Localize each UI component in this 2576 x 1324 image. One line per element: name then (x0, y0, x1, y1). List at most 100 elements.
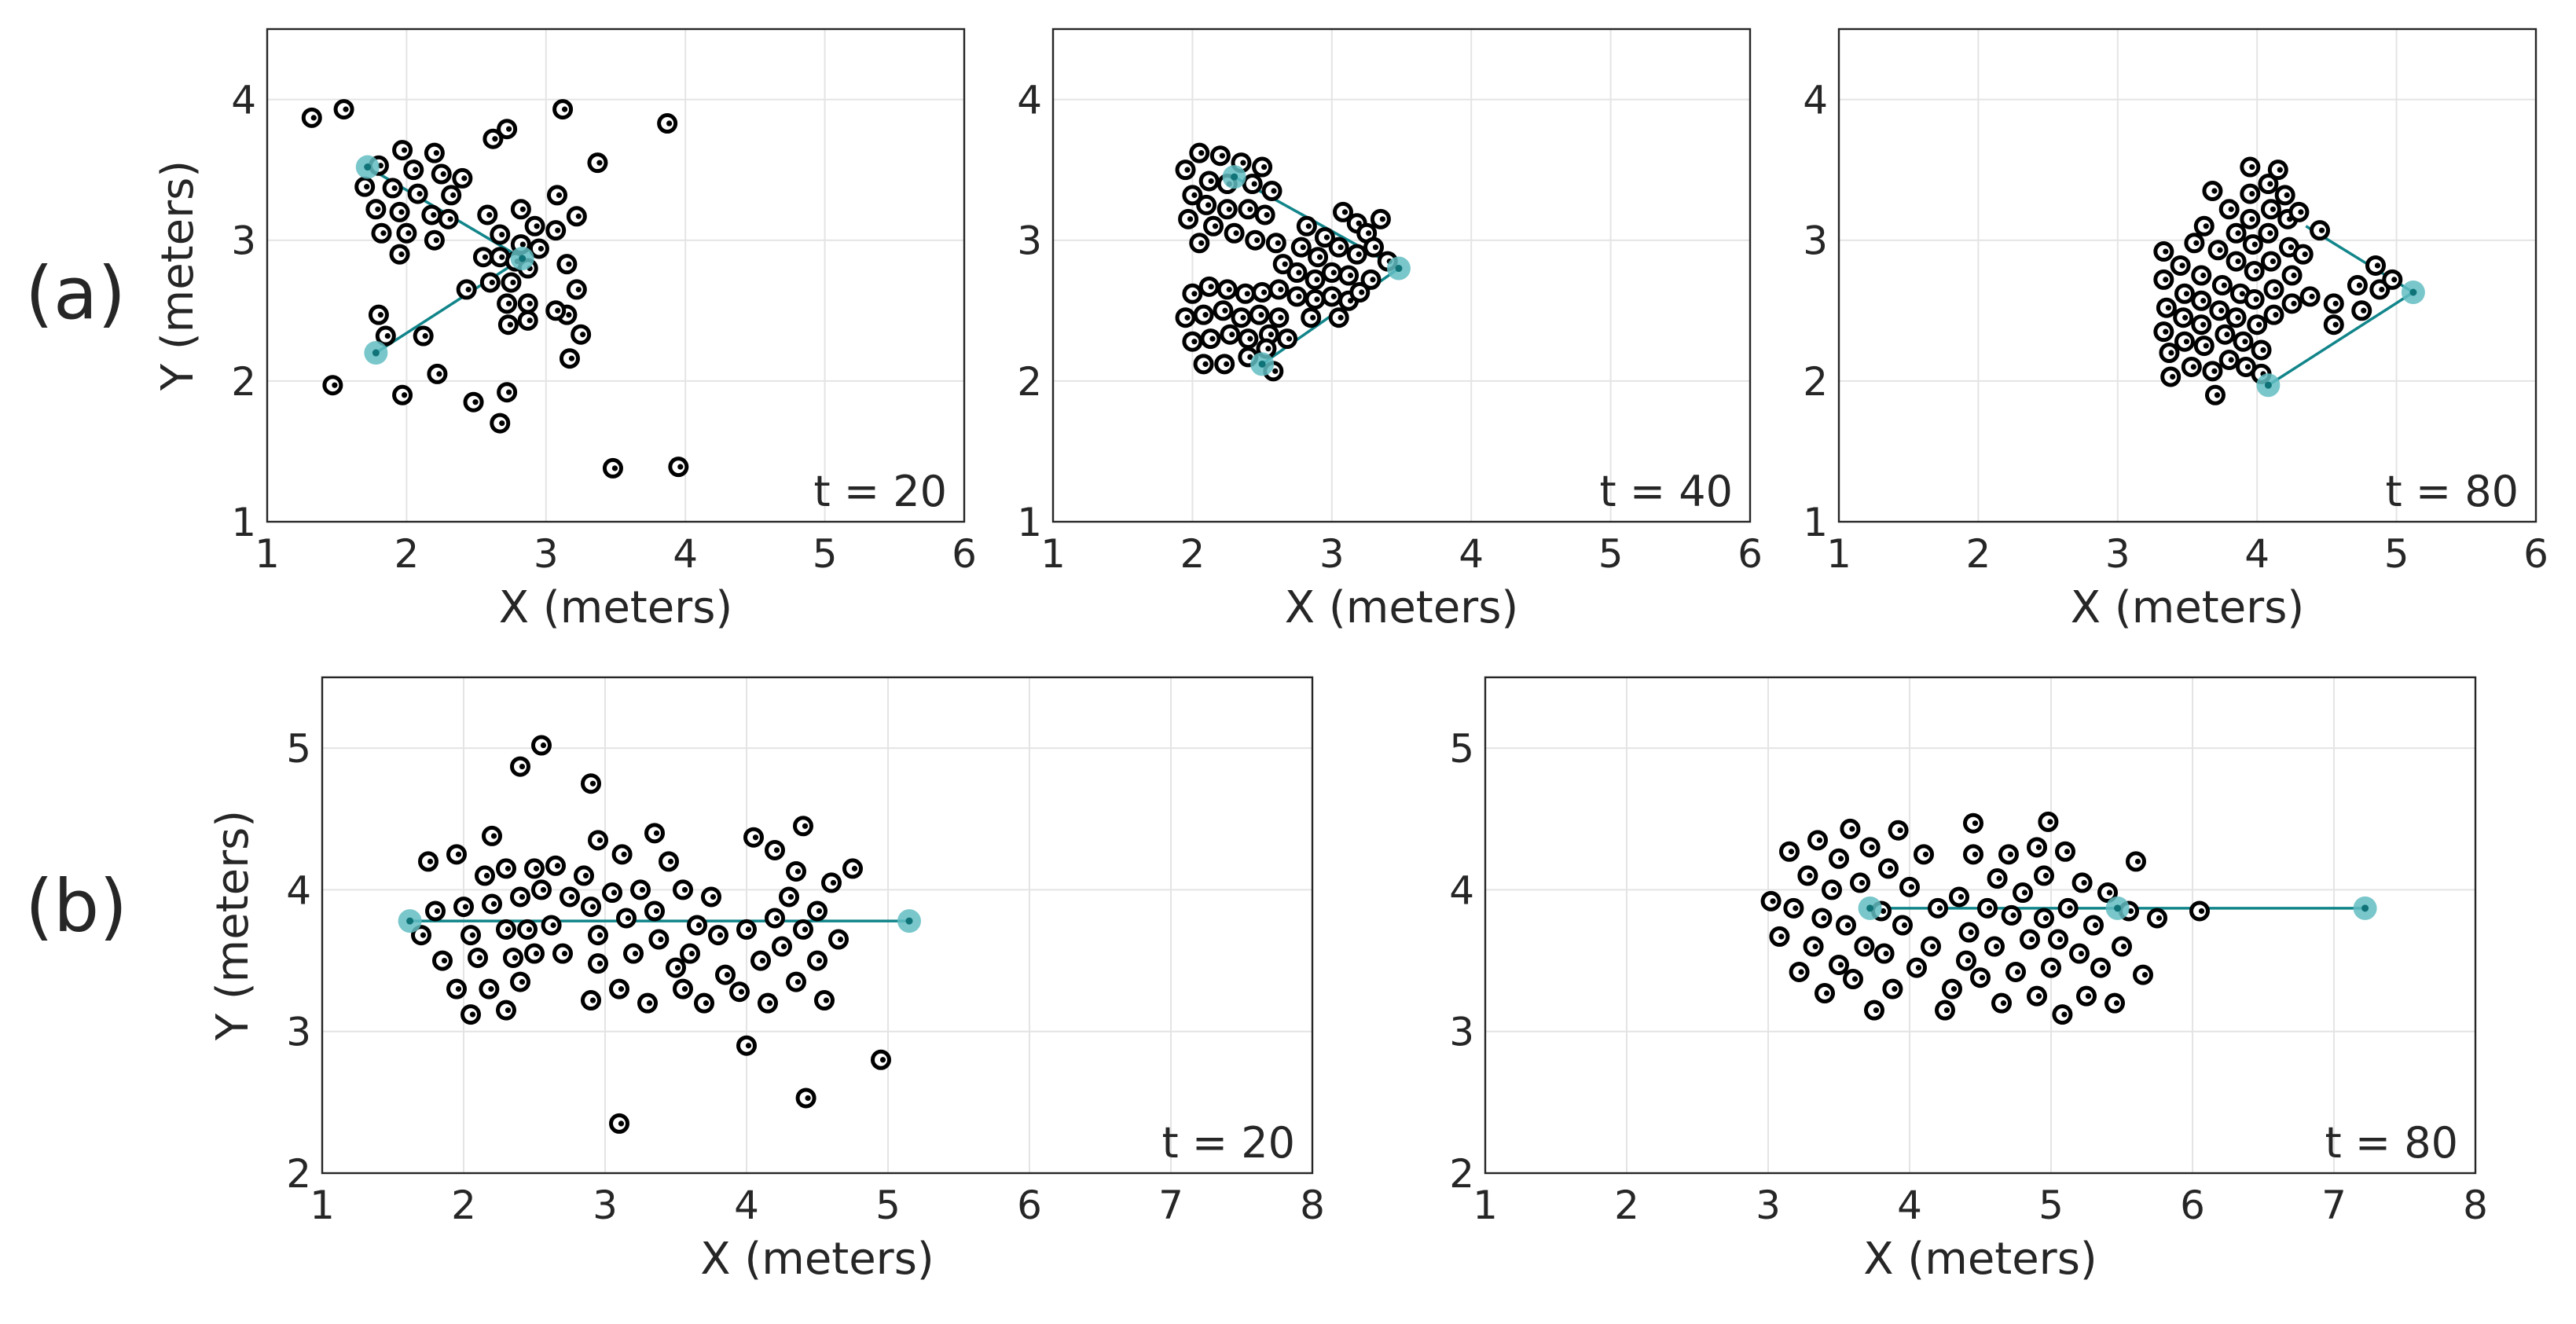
agent-heading-dot (422, 332, 428, 339)
agent-marker (786, 971, 806, 992)
agent-heading-dot (589, 780, 596, 787)
agent-marker (1991, 992, 2012, 1014)
agent-marker (424, 229, 445, 251)
agent-heading-dot (759, 957, 766, 964)
leader-center (1258, 360, 1266, 368)
agent-marker (687, 915, 707, 936)
agent-marker (1277, 328, 1298, 350)
y-tick-label: 5 (1449, 726, 1474, 772)
agent-heading-dot (2361, 307, 2367, 314)
agent-marker (2263, 304, 2284, 325)
agent-heading-dot (1330, 270, 1337, 276)
agent-heading-dot (1202, 312, 1209, 318)
agent-marker (2159, 343, 2180, 364)
agent-heading-dot (540, 742, 547, 749)
agent-marker (1949, 886, 1969, 908)
agent-heading-dot (506, 300, 512, 306)
agent-marker (375, 325, 396, 347)
agent-heading-dot (1209, 336, 1216, 342)
agent-heading-dot (2379, 286, 2385, 293)
y-tick-label: 1 (231, 500, 256, 545)
agent-marker (1216, 199, 1238, 220)
agent-heading-dot (580, 332, 586, 338)
agent-heading-dot (561, 106, 568, 112)
agent-heading-dot (555, 227, 561, 233)
agent-marker (2104, 992, 2125, 1014)
agent-heading-dot (499, 254, 505, 260)
agent-marker (2027, 985, 2047, 1007)
agent-heading-dot (490, 833, 497, 839)
agent-heading-dot (455, 851, 462, 857)
agent-marker (2057, 897, 2079, 919)
agent-heading-dot (2092, 922, 2099, 929)
agent-marker (1182, 283, 1203, 304)
agent-heading-dot (2021, 889, 2028, 896)
agent-heading-dot (472, 399, 479, 405)
agent-heading-dot (534, 223, 540, 229)
agent-marker (566, 206, 587, 227)
agent-heading-dot (2239, 291, 2246, 297)
agent-heading-dot (492, 136, 498, 142)
agent-heading-dot (2249, 163, 2255, 171)
agent-marker (1859, 837, 1881, 858)
agent-heading-dot (2106, 889, 2113, 896)
agent-marker (2263, 279, 2284, 300)
x-tick-label: 5 (1598, 531, 1624, 577)
agent-heading-dot (1770, 898, 1776, 904)
agent-marker (2218, 199, 2240, 220)
agent-marker (609, 978, 629, 999)
agent-marker (2174, 331, 2195, 352)
agent-marker (1850, 872, 1870, 893)
plot-area (1485, 677, 2475, 1173)
axes-frame (266, 28, 966, 523)
agent-heading-dot (646, 1000, 653, 1007)
agent-heading-dot (1807, 872, 1813, 878)
agent-marker (1268, 279, 1290, 300)
agent-marker (793, 816, 813, 837)
agent-marker (463, 391, 484, 413)
x-tick-label: 2 (1180, 531, 1205, 577)
agent-marker (1321, 286, 1342, 307)
agent-heading-dot (1219, 152, 1225, 159)
agent-marker (403, 160, 424, 181)
agent-heading-dot (653, 830, 660, 836)
x-tick-label: 1 (255, 531, 280, 577)
agent-marker (524, 215, 545, 237)
agent-marker (2041, 957, 2061, 978)
agent-marker (301, 107, 322, 128)
agent-heading-dot (2218, 307, 2225, 314)
agent-heading-dot (1296, 293, 1302, 299)
agent-heading-dot (1943, 1007, 1950, 1014)
agent-heading-dot (2183, 291, 2190, 297)
agent-heading-dot (2035, 993, 2042, 999)
x-tick-label: 2 (1965, 531, 1991, 577)
agent-marker (1328, 237, 1349, 258)
agent-marker (765, 839, 785, 860)
agent-heading-dot (2120, 943, 2127, 950)
agent-heading-dot (2318, 227, 2325, 233)
axes-frame (1484, 676, 2477, 1175)
agent-heading-dot (2085, 993, 2092, 999)
agent-marker (2076, 985, 2097, 1007)
agent-heading-dot (1356, 251, 1362, 258)
agent-marker (1249, 304, 1270, 325)
agent-heading-dot (561, 950, 568, 957)
agent-heading-dot (332, 382, 338, 388)
agent-marker (496, 858, 516, 879)
agent-marker (2215, 324, 2236, 345)
agent-heading-dot (506, 389, 512, 395)
agent-heading-dot (2168, 350, 2174, 356)
row-label-a: (a) (25, 251, 126, 336)
agent-heading-dot (2224, 332, 2230, 338)
agent-heading-dot (343, 106, 349, 112)
agent-marker (793, 919, 813, 940)
agent-heading-dot (483, 872, 490, 878)
agent-marker (333, 99, 354, 120)
agent-marker (828, 929, 849, 950)
leader-center (519, 255, 527, 262)
agent-heading-dot (589, 997, 596, 1003)
agent-marker (1836, 915, 1856, 936)
agent-heading-dot (2298, 209, 2304, 215)
agent-heading-dot (1314, 277, 1320, 283)
agent-heading-dot (2203, 343, 2209, 349)
